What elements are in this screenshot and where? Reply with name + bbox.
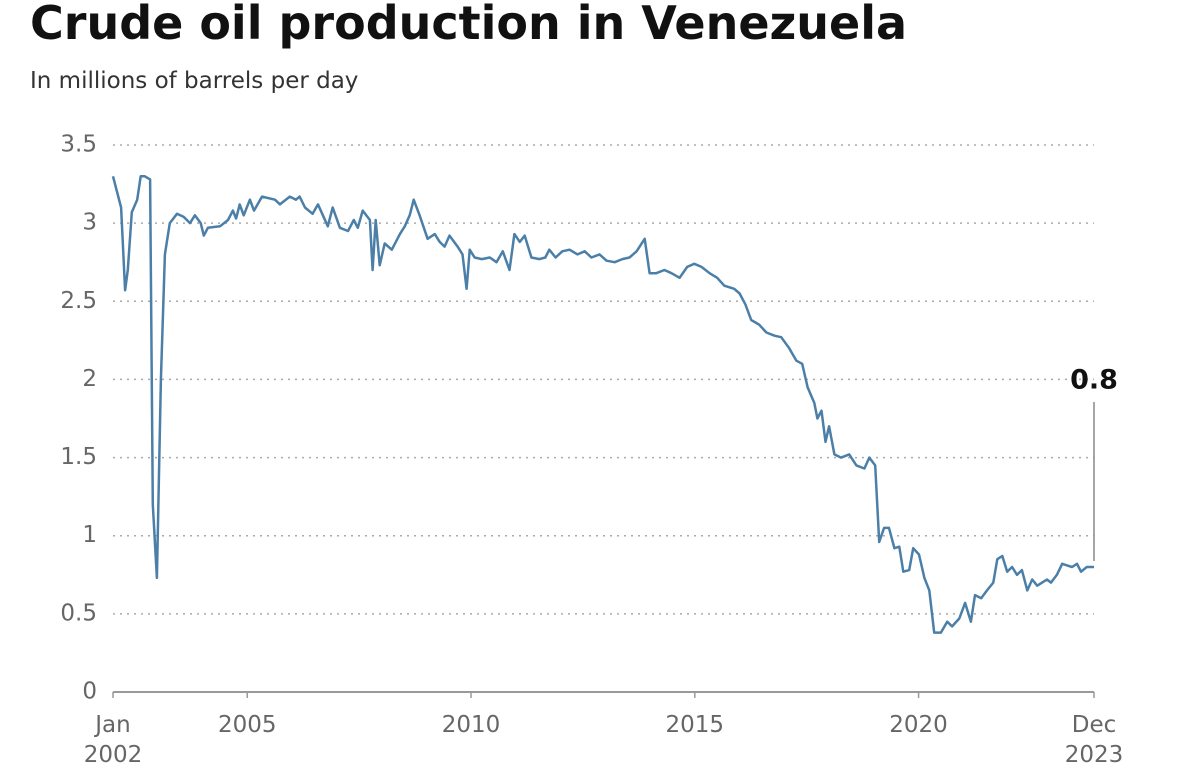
x-tick-label: Jan 2002 <box>83 712 143 768</box>
y-tick-label: 3.5 <box>60 132 97 158</box>
x-tick-label: 2005 <box>217 712 277 738</box>
y-tick-label: 2 <box>82 366 97 392</box>
x-tick-label: 2010 <box>441 712 501 738</box>
y-tick-label: 3 <box>82 210 97 236</box>
chart-subtitle: In millions of barrels per day <box>30 68 359 94</box>
x-tick-label: Dec 2023 <box>1064 712 1124 768</box>
data-label: 0.8 <box>1070 365 1118 396</box>
x-tick-label: 2020 <box>889 712 948 738</box>
y-tick-label: 1 <box>82 522 97 548</box>
data-line <box>111 175 1094 634</box>
y-tick-label: 2.5 <box>60 288 97 314</box>
chart-title: Crude oil production in Venezuela <box>30 0 908 50</box>
y-tick-label: 0 <box>82 679 97 705</box>
y-tick-label: 1.5 <box>60 444 97 470</box>
y-tick-label: 0.5 <box>60 600 97 626</box>
x-tick-label: 2015 <box>665 712 725 738</box>
